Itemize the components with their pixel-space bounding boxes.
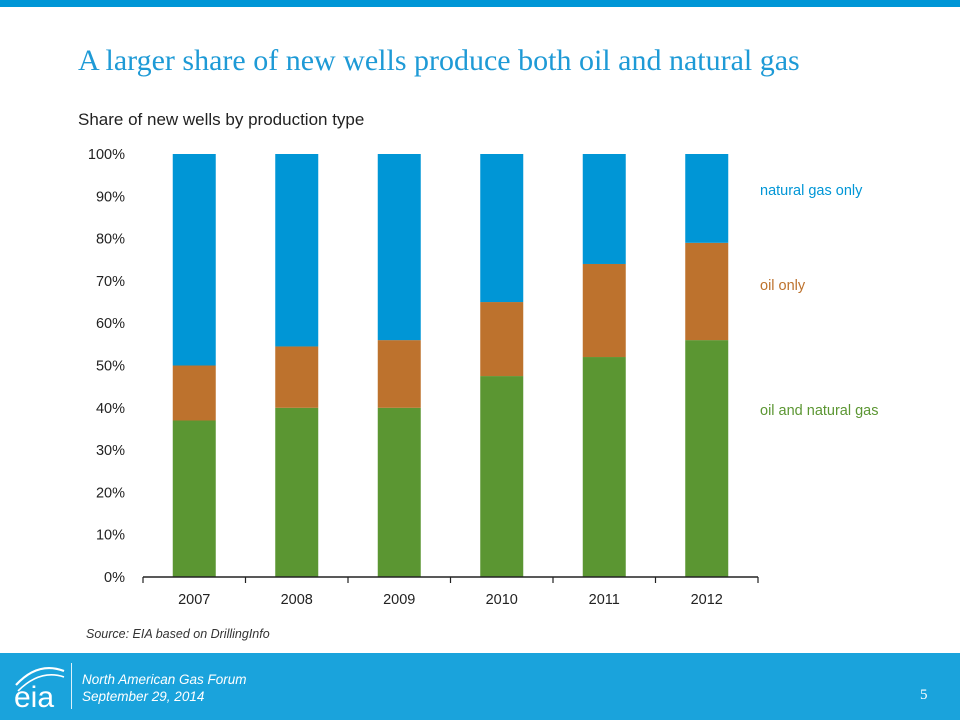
bar-segment-oil-only [172, 365, 216, 421]
bar-segment-oil-and-natural-gas [685, 340, 729, 577]
y-tick-label: 80% [96, 232, 125, 248]
footer-date: September 29, 2014 [82, 689, 205, 704]
slide-title: A larger share of new wells produce both… [78, 44, 800, 77]
x-tick-label: 2010 [486, 592, 518, 608]
bar-segment-oil-and-natural-gas [275, 407, 319, 577]
bar-segment-oil-only [582, 263, 626, 358]
legend-oil-and-natural-gas: oil and natural gas [760, 403, 879, 419]
bar-segment-oil-and-natural-gas [480, 376, 524, 577]
y-tick-label: 10% [96, 528, 125, 544]
bar-segment-oil-only [685, 242, 729, 341]
y-tick-label: 90% [96, 189, 125, 205]
bar-segment-natural-gas-only [275, 154, 319, 347]
x-tick-label: 2007 [178, 592, 210, 608]
page-number: 5 [920, 687, 928, 703]
y-tick-label: 30% [96, 443, 125, 459]
footer-divider [71, 663, 72, 709]
eia-logo-text: eia [14, 681, 54, 714]
y-tick-label: 40% [96, 401, 125, 417]
bar-segment-natural-gas-only [172, 154, 216, 366]
chart-title: Share of new wells by production type [78, 110, 365, 129]
footer-bar: eia North American Gas Forum September 2… [0, 653, 960, 720]
y-tick-label: 100% [88, 147, 125, 163]
y-tick-label: 0% [104, 570, 125, 586]
bar-segment-natural-gas-only [377, 154, 421, 341]
x-tick-label: 2009 [383, 592, 415, 608]
x-tick-label: 2011 [589, 592, 620, 608]
legend-natural-gas-only: natural gas only [760, 183, 863, 199]
y-tick-label: 50% [96, 359, 125, 375]
x-tick-label: 2012 [691, 592, 723, 608]
bar-segment-oil-and-natural-gas [377, 407, 421, 577]
x-tick-label: 2008 [281, 592, 313, 608]
bar-segment-oil-only [377, 340, 421, 408]
bar-segment-oil-and-natural-gas [582, 357, 626, 577]
y-tick-label: 70% [96, 274, 125, 290]
legend-oil-only: oil only [760, 278, 806, 294]
y-tick-label: 20% [96, 485, 125, 501]
source-note: Source: EIA based on DrillingInfo [86, 627, 270, 641]
bar-segment-natural-gas-only [582, 154, 626, 264]
eia-logo-icon: eia [14, 667, 65, 714]
top-accent-bar [0, 0, 960, 7]
bar-segment-natural-gas-only [685, 154, 729, 243]
stacked-bar-chart: 0% 10% 20% 30% 40% 50% 60% 70% 80% 90% 100% 2007 200… [88, 147, 759, 608]
footer-event: North American Gas Forum [82, 672, 247, 687]
bar-segment-oil-and-natural-gas [172, 420, 216, 577]
bar-segment-oil-only [275, 346, 319, 408]
bar-segment-natural-gas-only [480, 154, 524, 303]
y-tick-label: 60% [96, 316, 125, 332]
bar-segment-oil-only [480, 302, 524, 377]
